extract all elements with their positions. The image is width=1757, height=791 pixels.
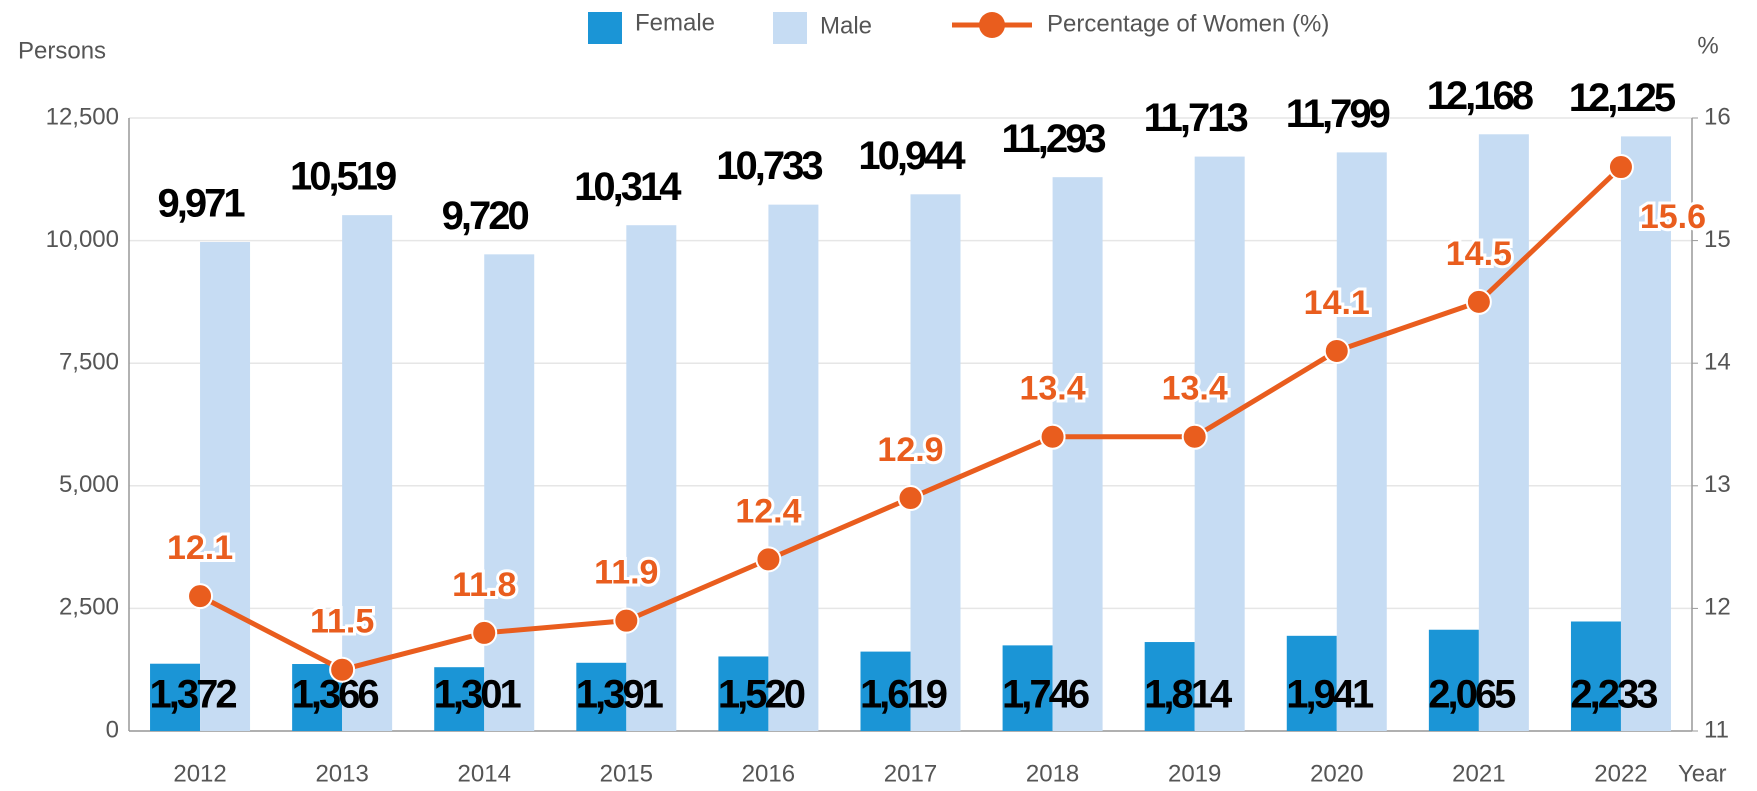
line-point — [1181, 423, 1208, 450]
data-label: 14.5 — [1446, 235, 1512, 273]
line-point — [471, 619, 498, 646]
bar — [1052, 177, 1103, 731]
line-point — [755, 546, 782, 573]
x-tick-label: 2021 — [1452, 760, 1505, 787]
y2-tick-label: 12 — [1704, 594, 1731, 621]
bar — [1286, 635, 1337, 731]
bar — [484, 254, 535, 731]
y2-tick-label: 11 — [1704, 716, 1729, 743]
bar — [1620, 136, 1671, 731]
x-tick-label: 2018 — [1026, 760, 1079, 787]
x-axis-label: Year — [1678, 760, 1727, 787]
y-tick-label: 0 — [106, 716, 119, 743]
line-point — [1323, 337, 1350, 364]
data-label: 9,971 — [157, 182, 245, 226]
data-label: 13.4 — [1019, 370, 1085, 408]
legend-label: Female — [635, 9, 715, 36]
bar — [768, 204, 819, 731]
bar — [910, 194, 961, 731]
data-label: 12,125 — [1569, 76, 1676, 120]
bar — [576, 662, 627, 731]
line-point — [187, 583, 214, 610]
data-label: 1,391 — [576, 673, 664, 717]
bar — [1478, 134, 1529, 732]
data-label: 12.1 — [167, 529, 233, 567]
data-label: 1,941 — [1286, 673, 1374, 717]
bar — [150, 663, 201, 731]
legend-marker — [979, 12, 1005, 38]
data-label: 11,799 — [1286, 92, 1390, 136]
x-tick-label: 2014 — [458, 760, 511, 787]
line-point — [1607, 154, 1634, 181]
bar — [1144, 642, 1195, 731]
data-label: 14.1 — [1304, 284, 1370, 322]
x-tick-label: 2019 — [1168, 760, 1221, 787]
legend-label: Percentage of Women (%) — [1047, 10, 1329, 37]
x-tick-label: 2015 — [600, 760, 653, 787]
bar — [1570, 621, 1621, 731]
data-label: 11,293 — [1002, 117, 1106, 161]
bar — [434, 667, 485, 731]
data-label: 1,520 — [718, 673, 805, 717]
data-label: 2,065 — [1428, 673, 1516, 717]
bar — [1428, 629, 1479, 731]
line-point — [613, 607, 640, 634]
y2-axis-label: % — [1697, 32, 1718, 59]
x-tick-label: 2017 — [884, 760, 937, 787]
line-point — [329, 656, 356, 683]
bar — [1336, 152, 1387, 731]
data-label: 10,519 — [290, 155, 396, 199]
legend-label: Male — [820, 12, 872, 39]
y-tick-label: 12,500 — [46, 103, 119, 130]
line-point — [1465, 288, 1492, 315]
data-label: 11,713 — [1144, 96, 1248, 140]
data-label: 2,233 — [1570, 673, 1657, 717]
y2-tick-label: 13 — [1704, 471, 1731, 498]
y2-tick-label: 16 — [1704, 103, 1731, 130]
x-tick-label: 2020 — [1310, 760, 1363, 787]
data-label: 1,814 — [1144, 673, 1233, 717]
data-label: 15.6 — [1640, 198, 1706, 236]
y-tick-label: 2,500 — [59, 594, 119, 621]
x-tick-label: 2016 — [742, 760, 795, 787]
data-label: 1,746 — [1002, 673, 1089, 717]
line-point — [1039, 423, 1066, 450]
y-tick-label: 10,000 — [46, 226, 119, 253]
y-axis-label: Persons — [18, 37, 106, 64]
data-label: 1,372 — [149, 673, 236, 717]
y2-tick-label: 15 — [1704, 226, 1731, 253]
y-tick-label: 5,000 — [59, 471, 119, 498]
data-label: 12,168 — [1427, 74, 1534, 118]
bar — [200, 242, 251, 731]
data-label: 11.9 — [594, 554, 658, 592]
y2-tick-label: 14 — [1704, 349, 1731, 376]
bar — [860, 651, 911, 731]
bar — [1002, 645, 1053, 731]
data-label: 10,944 — [858, 134, 966, 178]
data-label: 10,314 — [574, 165, 682, 209]
data-label: 13.4 — [1162, 370, 1228, 408]
legend-swatch — [773, 12, 807, 44]
data-label: 12.9 — [877, 431, 943, 469]
bar — [718, 656, 769, 731]
x-tick-label: 2022 — [1594, 760, 1647, 787]
data-label: 1,301 — [434, 673, 522, 717]
data-label: 10,733 — [716, 144, 822, 188]
data-label: 11.5 — [310, 603, 374, 641]
legend-swatch — [588, 12, 622, 44]
data-label: 11.8 — [452, 566, 516, 604]
y-tick-label: 7,500 — [59, 349, 119, 376]
data-label: 1,619 — [860, 673, 947, 717]
line-point — [897, 485, 924, 512]
x-tick-label: 2012 — [173, 760, 226, 787]
bar — [342, 215, 393, 731]
data-label: 12.4 — [735, 492, 801, 530]
x-tick-label: 2013 — [315, 760, 368, 787]
bar — [626, 225, 677, 731]
data-label: 9,720 — [442, 194, 529, 238]
